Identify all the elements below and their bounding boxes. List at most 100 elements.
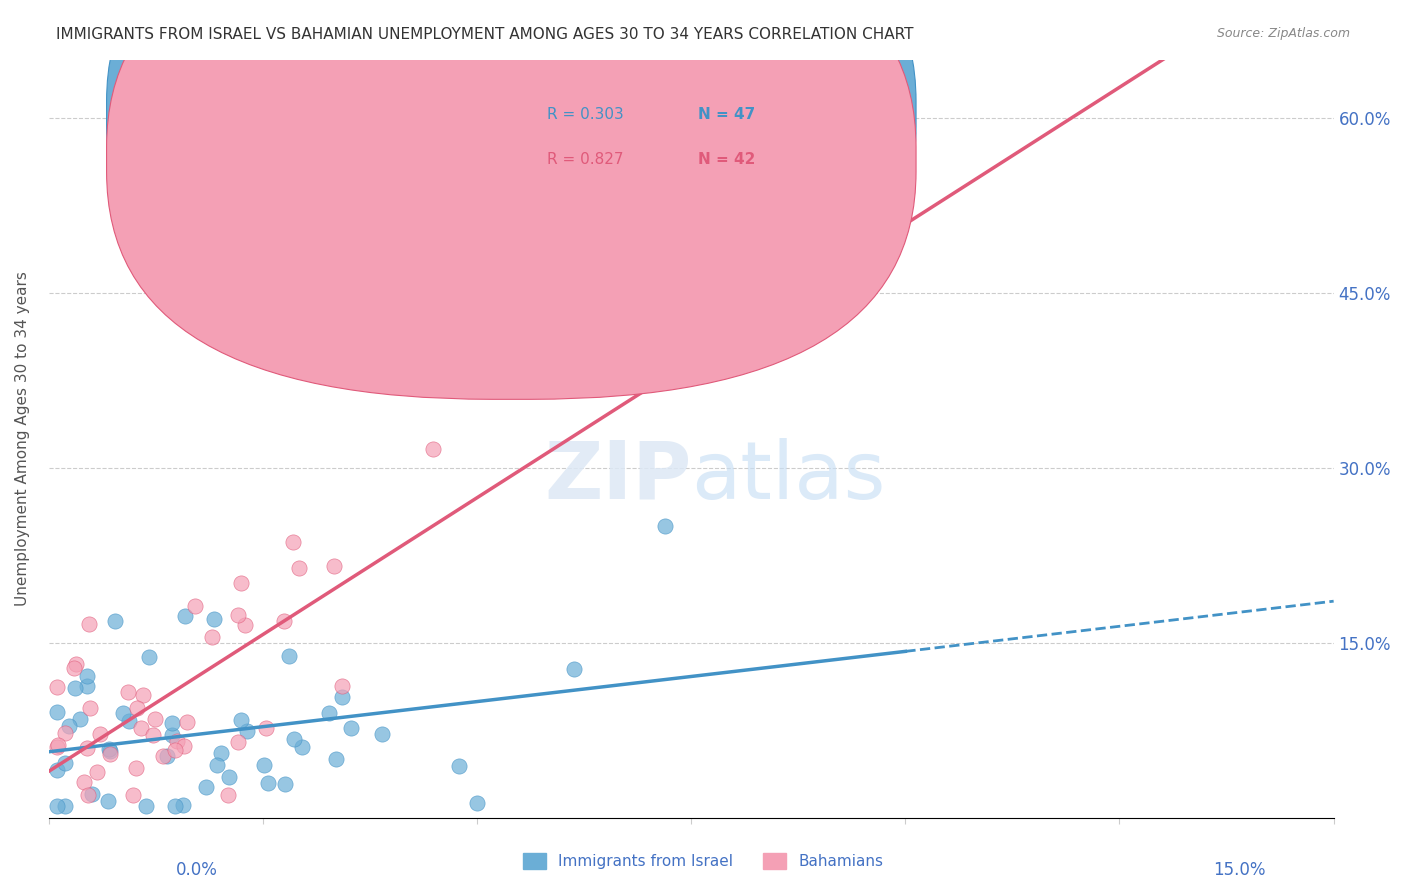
Point (76, 741, 98, 756)
Point (79, 701, 101, 715)
Text: ZIP: ZIP (544, 438, 692, 516)
Point (166, 734, 188, 748)
Point (447, 759, 470, 773)
Point (77, 788, 100, 802)
Point (283, 732, 305, 747)
Y-axis label: Unemployment Among Ages 30 to 34 years: Unemployment Among Ages 30 to 34 years (15, 271, 30, 607)
Point (131, 688, 153, 702)
Text: 0.0%: 0.0% (176, 861, 218, 879)
Point (69, 712, 91, 726)
Point (330, 679, 353, 693)
Point (46, 680, 69, 694)
Point (125, 761, 148, 775)
Point (76, 679, 98, 693)
Point (325, 752, 347, 766)
Point (371, 727, 394, 741)
Point (202, 612, 225, 626)
Text: atlas: atlas (692, 438, 886, 516)
Point (82, 787, 104, 801)
FancyBboxPatch shape (460, 78, 832, 200)
Point (330, 690, 353, 704)
Point (98, 747, 121, 761)
Point (229, 713, 252, 727)
Point (73, 775, 96, 789)
Point (236, 723, 259, 738)
Point (278, 648, 301, 663)
Point (233, 618, 256, 632)
Point (340, 721, 363, 735)
Point (98, 744, 121, 758)
Point (46, 764, 69, 778)
Point (228, 607, 250, 622)
Point (465, 796, 488, 810)
Point (152, 748, 174, 763)
Point (142, 728, 165, 742)
Point (176, 714, 198, 729)
Point (254, 722, 277, 736)
Point (218, 770, 240, 784)
Point (195, 780, 218, 794)
Point (156, 749, 179, 764)
Point (127, 701, 149, 715)
Point (229, 576, 252, 591)
Point (53, 725, 76, 739)
Point (58, 719, 80, 733)
Point (86, 764, 108, 779)
Point (252, 758, 274, 772)
Point (165, 799, 187, 814)
Point (138, 649, 160, 664)
Point (274, 777, 297, 791)
Point (63, 661, 86, 675)
Point (217, 788, 239, 802)
Point (63, 681, 86, 695)
Point (288, 560, 311, 574)
Point (111, 706, 134, 721)
Point (422, 442, 444, 457)
Point (143, 712, 166, 726)
Point (160, 728, 183, 742)
Point (129, 721, 152, 735)
Point (173, 739, 195, 754)
Point (257, 776, 280, 790)
Point (207, 757, 229, 772)
Point (89, 727, 111, 741)
Point (117, 685, 139, 699)
Point (323, 558, 346, 573)
Text: N = 47: N = 47 (697, 107, 755, 121)
Point (318, 706, 340, 720)
FancyBboxPatch shape (107, 0, 917, 400)
Point (201, 630, 224, 644)
Point (122, 788, 145, 802)
FancyBboxPatch shape (107, 0, 917, 354)
Point (46, 738, 69, 752)
Point (290, 739, 312, 754)
Point (104, 614, 127, 628)
Point (740, 274, 762, 288)
Point (184, 599, 207, 613)
Point (53, 799, 76, 814)
Point (172, 797, 194, 812)
Text: Source: ZipAtlas.com: Source: ZipAtlas.com (1216, 27, 1350, 40)
Point (135, 799, 157, 814)
Point (654, 519, 676, 533)
Point (65, 657, 87, 672)
Point (160, 716, 183, 731)
Point (46, 799, 69, 814)
Text: R = 0.303: R = 0.303 (547, 107, 624, 121)
Point (76, 669, 98, 683)
Text: R = 0.827: R = 0.827 (547, 153, 624, 167)
Point (46, 706, 69, 720)
Point (209, 746, 232, 760)
Text: N = 42: N = 42 (697, 153, 755, 167)
Point (77, 617, 100, 632)
Point (46, 739, 69, 754)
Point (562, 662, 585, 676)
Point (165, 743, 187, 757)
Text: 15.0%: 15.0% (1213, 861, 1265, 879)
Point (118, 714, 141, 728)
Point (281, 535, 304, 549)
Legend: Immigrants from Israel, Bahamians: Immigrants from Israel, Bahamians (516, 847, 890, 875)
Point (97, 794, 120, 808)
Point (273, 614, 295, 628)
Point (226, 735, 249, 749)
